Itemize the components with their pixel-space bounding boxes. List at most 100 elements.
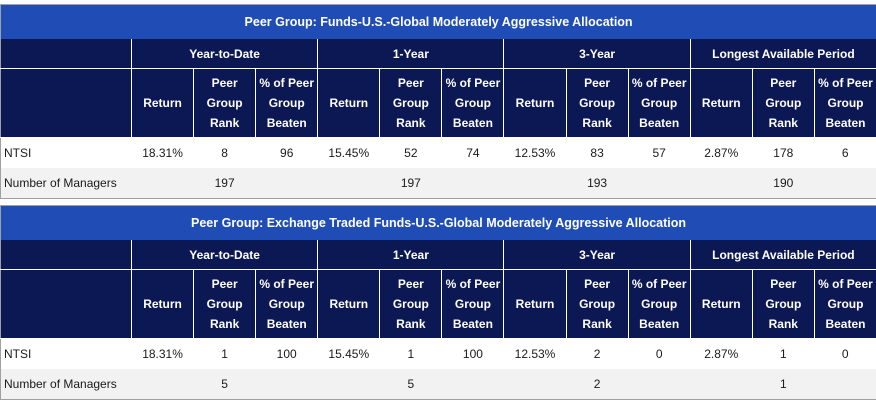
cell: 15.45% [328, 146, 370, 160]
corner [0, 39, 132, 69]
cell: 1 [779, 347, 787, 361]
data-row: NTSI 18.31% 1 100 15.45% 1 100 12.53% 2 0 2.87% 1 0 [1, 339, 876, 370]
cell-empty [814, 168, 876, 199]
period-header: Longest Available Period [689, 240, 876, 270]
cell: 12.53% [514, 347, 556, 361]
cell-empty [690, 369, 753, 400]
title-row: Peer Group: Funds-U.S.-Global Moderately… [0, 4, 876, 39]
cell: 18.31% [142, 347, 183, 361]
cell: 100 [462, 347, 483, 361]
data-row: NTSI 18.31% 8 96 15.45% 52 74 12.53% 83 57 2.87% 17… [1, 138, 876, 169]
cell: 100 [276, 347, 297, 361]
column-header: Peer Group Rank [751, 68, 815, 138]
cell-empty [503, 168, 567, 199]
cell: 197 [193, 168, 256, 199]
column-header: Peer Group Rank [193, 68, 257, 138]
period-header: 3-Year [503, 39, 691, 69]
cell: 5 [379, 369, 442, 400]
cell: 74 [466, 146, 480, 160]
column-header: % of Peer Group Beaten [627, 68, 691, 138]
cell: 190 [752, 168, 815, 199]
column-header: Return [130, 68, 195, 138]
cell: 6 [841, 146, 849, 160]
cell-empty [317, 369, 380, 400]
column-header: % of Peer Group Beaten [627, 269, 691, 339]
row-label: NTSI [4, 347, 32, 361]
cell-empty [441, 369, 504, 400]
column-header: Peer Group Rank [565, 269, 629, 339]
period-header: 1-Year [317, 39, 505, 69]
cell: 0 [841, 347, 849, 361]
column-header: Return [130, 269, 195, 339]
managers-row: Number of Managers 5 5 2 1 [0, 369, 876, 400]
cell: 0 [655, 347, 663, 361]
tables: Peer Group: Funds-U.S.-Global Moderately… [0, 4, 876, 406]
cell-empty [255, 369, 318, 400]
period-header: 3-Year [503, 240, 691, 270]
cell: 12.53% [514, 146, 556, 160]
column-header: Peer Group Rank [379, 269, 443, 339]
cell: 2.87% [704, 146, 739, 160]
cell-empty [131, 369, 194, 400]
column-header: Return [317, 269, 381, 339]
column-header: Return [503, 269, 567, 339]
column-header: Return [689, 68, 753, 138]
column-header: % of Peer Group Beaten [255, 269, 319, 339]
cell: 18.31% [142, 146, 183, 160]
row-label: Number of Managers [0, 168, 132, 199]
cell: 5 [193, 369, 256, 400]
table-title: Peer Group: Exchange Traded Funds-U.S.-G… [0, 205, 876, 240]
period-header: 1-Year [317, 240, 505, 270]
corner [0, 240, 132, 270]
column-header: % of Peer Group Beaten [813, 269, 876, 339]
column-header: % of Peer Group Beaten [255, 68, 319, 138]
cell-empty [131, 168, 194, 199]
cell: 2.87% [704, 347, 739, 361]
title-row: Peer Group: Exchange Traded Funds-U.S.-G… [0, 205, 876, 240]
peer-table: Peer Group: Exchange Traded Funds-U.S.-G… [0, 205, 876, 400]
managers-row: Number of Managers 197 197 193 190 [0, 168, 876, 199]
cell-empty [503, 369, 567, 400]
cell-empty [628, 369, 691, 400]
cell: 2 [566, 369, 629, 400]
period-header: Year-to-Date [130, 240, 319, 270]
column-header: % of Peer Group Beaten [441, 68, 505, 138]
peer-table: Peer Group: Funds-U.S.-Global Moderately… [0, 4, 876, 199]
cell: 197 [379, 168, 442, 199]
cell: 1 [407, 347, 415, 361]
cell: 15.45% [328, 347, 370, 361]
column-row: Return Peer Group Rank% of Peer Group Bea… [0, 68, 876, 138]
column-header: Peer Group Rank [379, 68, 443, 138]
row-label: Number of Managers [0, 369, 132, 400]
cell: 178 [773, 146, 794, 160]
column-header: % of Peer Group Beaten [441, 269, 505, 339]
cell: 57 [652, 146, 666, 160]
corner [0, 68, 132, 138]
cell: 2 [593, 347, 601, 361]
cell-empty [628, 168, 691, 199]
period-header: Year-to-Date [130, 39, 319, 69]
column-header: Peer Group Rank [751, 269, 815, 339]
column-header: Return [317, 68, 381, 138]
column-header: Return [689, 269, 753, 339]
period-header: Longest Available Period [689, 39, 876, 69]
column-header: % of Peer Group Beaten [813, 68, 876, 138]
period-row: Year-to-Date 1-Year 3-Year Longest Availabl… [0, 240, 876, 270]
column-row: Return Peer Group Rank% of Peer Group Bea… [0, 269, 876, 339]
table-title: Peer Group: Funds-U.S.-Global Moderately… [0, 4, 876, 39]
column-header: Return [503, 68, 567, 138]
cell-empty [690, 168, 753, 199]
row-label: NTSI [4, 146, 32, 160]
cell-empty [441, 168, 504, 199]
cell: 83 [590, 146, 604, 160]
period-row: Year-to-Date 1-Year 3-Year Longest Availabl… [0, 39, 876, 69]
column-header: Peer Group Rank [193, 269, 257, 339]
column-header: Peer Group Rank [565, 68, 629, 138]
cell-empty [255, 168, 318, 199]
cell: 1 [221, 347, 228, 361]
cell-empty [317, 168, 380, 199]
cell: 96 [280, 146, 294, 160]
cell: 8 [221, 146, 228, 160]
cell: 1 [752, 369, 815, 400]
